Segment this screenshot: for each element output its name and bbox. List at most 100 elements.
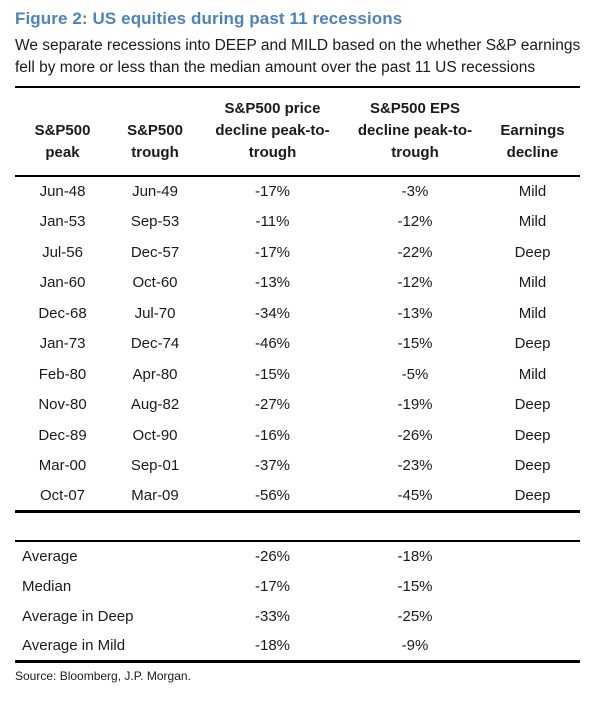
summary-eps-decline: -9% — [401, 636, 429, 654]
summary-price-decline: -33% — [254, 607, 291, 625]
cell-trough: Apr-80 — [132, 365, 178, 383]
cell-trough: Dec-57 — [130, 243, 180, 261]
source-line: Source: Bloomberg, J.P. Morgan. — [15, 668, 191, 683]
cell-trough: Jul-70 — [134, 304, 176, 322]
cell-earnings-decline: Mild — [518, 304, 547, 322]
summary-empty-cell — [485, 541, 580, 571]
summary-price-decline: -18% — [254, 636, 291, 654]
cell-earnings-decline: Deep — [514, 243, 551, 261]
header-line: trough — [391, 144, 439, 161]
summary-row: Average in Mild -18% -9% — [15, 631, 580, 661]
header-line: S&P500 EPS — [369, 100, 461, 117]
table-row: Mar-00 Sep-01 -37% -23% Deep — [15, 451, 580, 482]
cell-eps-decline: -3% — [401, 183, 429, 201]
summary-label: Average in Mild — [22, 636, 126, 654]
cell-price-decline: -16% — [254, 426, 291, 444]
cell-peak: Jan-73 — [39, 335, 86, 353]
cell-price-decline: -56% — [254, 487, 291, 504]
header-row: S&P500 peak S&P500 trough S&P500 price d… — [15, 87, 580, 177]
cell-earnings-decline: Deep — [514, 396, 551, 414]
summary-eps-decline: -25% — [397, 607, 433, 625]
cell-eps-decline: -15% — [397, 335, 433, 353]
table-row: Jul-56 Dec-57 -17% -22% Deep — [15, 237, 580, 268]
cell-trough: Sep-53 — [130, 213, 180, 231]
cell-price-decline: -15% — [254, 365, 291, 383]
cell-peak: Jan-60 — [39, 274, 86, 292]
figure-subtitle: We separate recessions into DEEP and MIL… — [15, 37, 581, 76]
summary-empty-cell — [485, 601, 580, 631]
cell-price-decline: -17% — [254, 243, 291, 261]
summary-label: Average — [22, 548, 78, 565]
cell-eps-decline: -45% — [397, 487, 433, 504]
cell-trough: Dec-74 — [130, 335, 180, 353]
table-row: Feb-80 Apr-80 -15% -5% Mild — [15, 359, 580, 390]
cell-eps-decline: -23% — [397, 457, 433, 475]
summary-row: Median -17% -15% — [15, 571, 580, 601]
summary-empty-cell — [485, 571, 580, 601]
cell-peak: Mar-00 — [38, 457, 87, 475]
summary-price-decline: -17% — [254, 577, 291, 595]
cell-trough: Mar-09 — [131, 487, 179, 504]
summary-eps-decline: -18% — [397, 548, 433, 565]
table-row: Jun-48 Jun-49 -17% -3% Mild — [15, 176, 580, 207]
cell-eps-decline: -12% — [397, 274, 433, 292]
cell-earnings-decline: Mild — [518, 365, 547, 383]
cell-peak: Oct-07 — [39, 487, 85, 504]
col-header-eps-decline: S&P500 EPS decline peak-to- trough — [345, 87, 485, 177]
cell-price-decline: -46% — [254, 335, 291, 353]
cell-peak: Nov-80 — [38, 396, 87, 414]
cell-price-decline: -17% — [254, 183, 291, 201]
cell-eps-decline: -19% — [397, 396, 433, 414]
summary-table: Average -26% -18% Median -17% -15% Avera… — [15, 540, 580, 663]
table-row: Jan-53 Sep-53 -11% -12% Mild — [15, 207, 580, 238]
cell-eps-decline: -13% — [397, 304, 433, 322]
cell-peak: Dec-68 — [38, 304, 87, 322]
cell-earnings-decline: Deep — [514, 335, 551, 353]
header-line: peak — [45, 144, 80, 161]
table-row: Jan-73 Dec-74 -46% -15% Deep — [15, 329, 580, 360]
cell-eps-decline: -22% — [397, 243, 433, 261]
header-line: S&P500 price — [224, 100, 321, 117]
summary-row: Average -26% -18% — [15, 541, 580, 571]
table-row: Dec-89 Oct-90 -16% -26% Deep — [15, 420, 580, 451]
header-line: trough — [248, 144, 297, 161]
table-row: Jan-60 Oct-60 -13% -12% Mild — [15, 268, 580, 299]
header-line: decline — [506, 144, 559, 161]
cell-earnings-decline: Mild — [518, 274, 547, 292]
figure-title: Figure 2: US equities during past 11 rec… — [15, 9, 403, 28]
figure-exhibit: Figure 2: US equities during past 11 rec… — [15, 9, 581, 683]
col-header-price-decline: S&P500 price decline peak-to- trough — [200, 87, 345, 177]
header-line: decline peak-to- — [215, 122, 330, 139]
table-row: Dec-68 Jul-70 -34% -13% Mild — [15, 298, 580, 329]
cell-price-decline: -27% — [254, 396, 291, 414]
cell-peak: Feb-80 — [38, 365, 87, 383]
recessions-table: S&P500 peak S&P500 trough S&P500 price d… — [15, 86, 580, 513]
header-line: S&P500 — [127, 122, 183, 139]
cell-earnings-decline: Deep — [514, 457, 551, 475]
cell-peak: Jan-53 — [39, 213, 86, 231]
cell-trough: Jun-49 — [132, 183, 178, 201]
header-line: trough — [131, 144, 179, 161]
cell-earnings-decline: Mild — [518, 183, 547, 201]
cell-earnings-decline: Mild — [518, 213, 547, 231]
summary-label: Average in Deep — [22, 607, 134, 625]
cell-trough: Aug-82 — [130, 396, 180, 414]
col-header-earnings-decline: Earnings decline — [485, 87, 580, 177]
cell-peak: Dec-89 — [38, 426, 87, 444]
header-line: Earnings — [500, 122, 565, 139]
summary-empty-cell — [485, 631, 580, 661]
header-line: decline peak-to- — [357, 122, 473, 139]
cell-eps-decline: -5% — [401, 365, 429, 383]
summary-label: Median — [22, 577, 72, 595]
cell-price-decline: -37% — [254, 457, 291, 475]
summary-price-decline: -26% — [254, 548, 291, 565]
summary-eps-decline: -15% — [397, 577, 433, 595]
cell-trough: Oct-90 — [132, 426, 178, 444]
cell-price-decline: -34% — [254, 304, 291, 322]
cell-earnings-decline: Deep — [514, 426, 551, 444]
cell-trough: Oct-60 — [132, 274, 178, 292]
cell-price-decline: -13% — [254, 274, 291, 292]
summary-row: Average in Deep -33% -25% — [15, 601, 580, 631]
cell-peak: Jul-56 — [42, 243, 83, 261]
table-row: Nov-80 Aug-82 -27% -19% Deep — [15, 390, 580, 421]
